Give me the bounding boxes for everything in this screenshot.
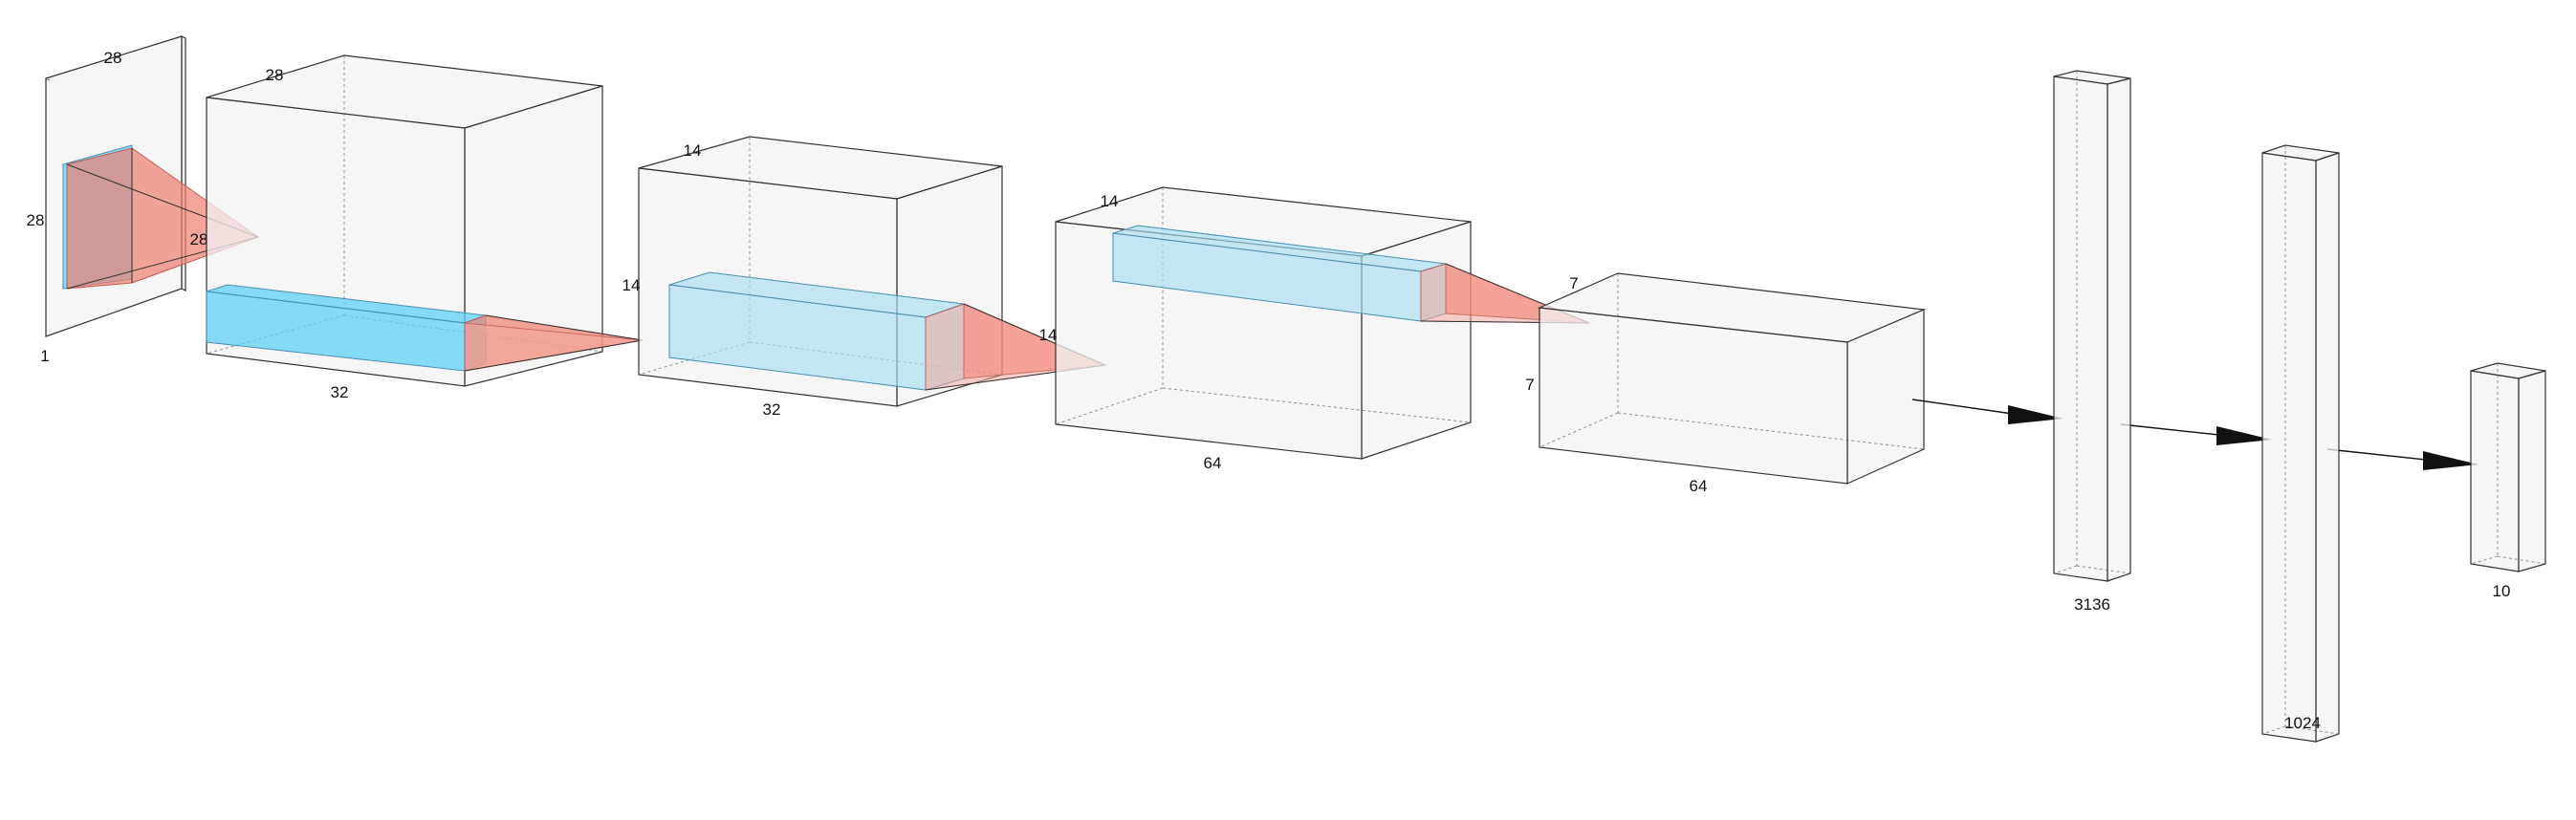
conv1-height-label: 28 — [266, 66, 284, 84]
conv2-depth-label: 64 — [1204, 454, 1222, 472]
pool2-block — [1537, 272, 1927, 485]
dense2-layer — [2261, 144, 2340, 743]
dense2-label: 1024 — [2284, 714, 2321, 732]
pool2-side-label: 7 — [1525, 376, 1534, 394]
arrow-dense1-to-dense2 — [2120, 423, 2272, 445]
pool1-height-label: 14 — [684, 141, 702, 160]
conv2-height-label: 14 — [1101, 192, 1119, 210]
pool2-depth-label: 64 — [1690, 477, 1708, 495]
input-height-label: 28 — [27, 211, 45, 229]
pool2-height-label: 7 — [1569, 274, 1578, 292]
pool1-block — [638, 136, 1107, 407]
arrow-pool2-to-dense1 — [1911, 399, 2063, 424]
input-kernel-label: 28 — [190, 230, 208, 248]
arrow-dense2-to-output — [2326, 448, 2478, 470]
input-depth-label: 1 — [40, 347, 49, 365]
pool1-side-label: 14 — [622, 276, 641, 294]
dense1-layer — [2053, 70, 2131, 582]
output-label: 10 — [2493, 582, 2511, 600]
conv2-side-label: 14 — [1039, 326, 1058, 344]
conv1-block — [206, 54, 644, 387]
output-layer — [2470, 362, 2546, 572]
pool1-depth-label: 32 — [763, 400, 781, 419]
dense1-label: 3136 — [2074, 595, 2110, 614]
input-width-label: 28 — [104, 49, 122, 67]
conv2-block — [1055, 186, 1590, 460]
conv1-depth-label: 32 — [331, 383, 349, 401]
